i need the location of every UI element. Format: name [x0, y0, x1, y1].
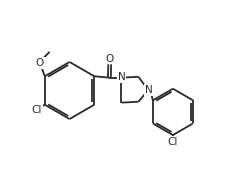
Text: Cl: Cl — [32, 105, 42, 115]
Text: N: N — [118, 72, 125, 82]
Text: N: N — [145, 85, 153, 95]
Text: Cl: Cl — [168, 137, 178, 147]
Text: O: O — [36, 58, 44, 68]
Text: O: O — [106, 54, 114, 64]
